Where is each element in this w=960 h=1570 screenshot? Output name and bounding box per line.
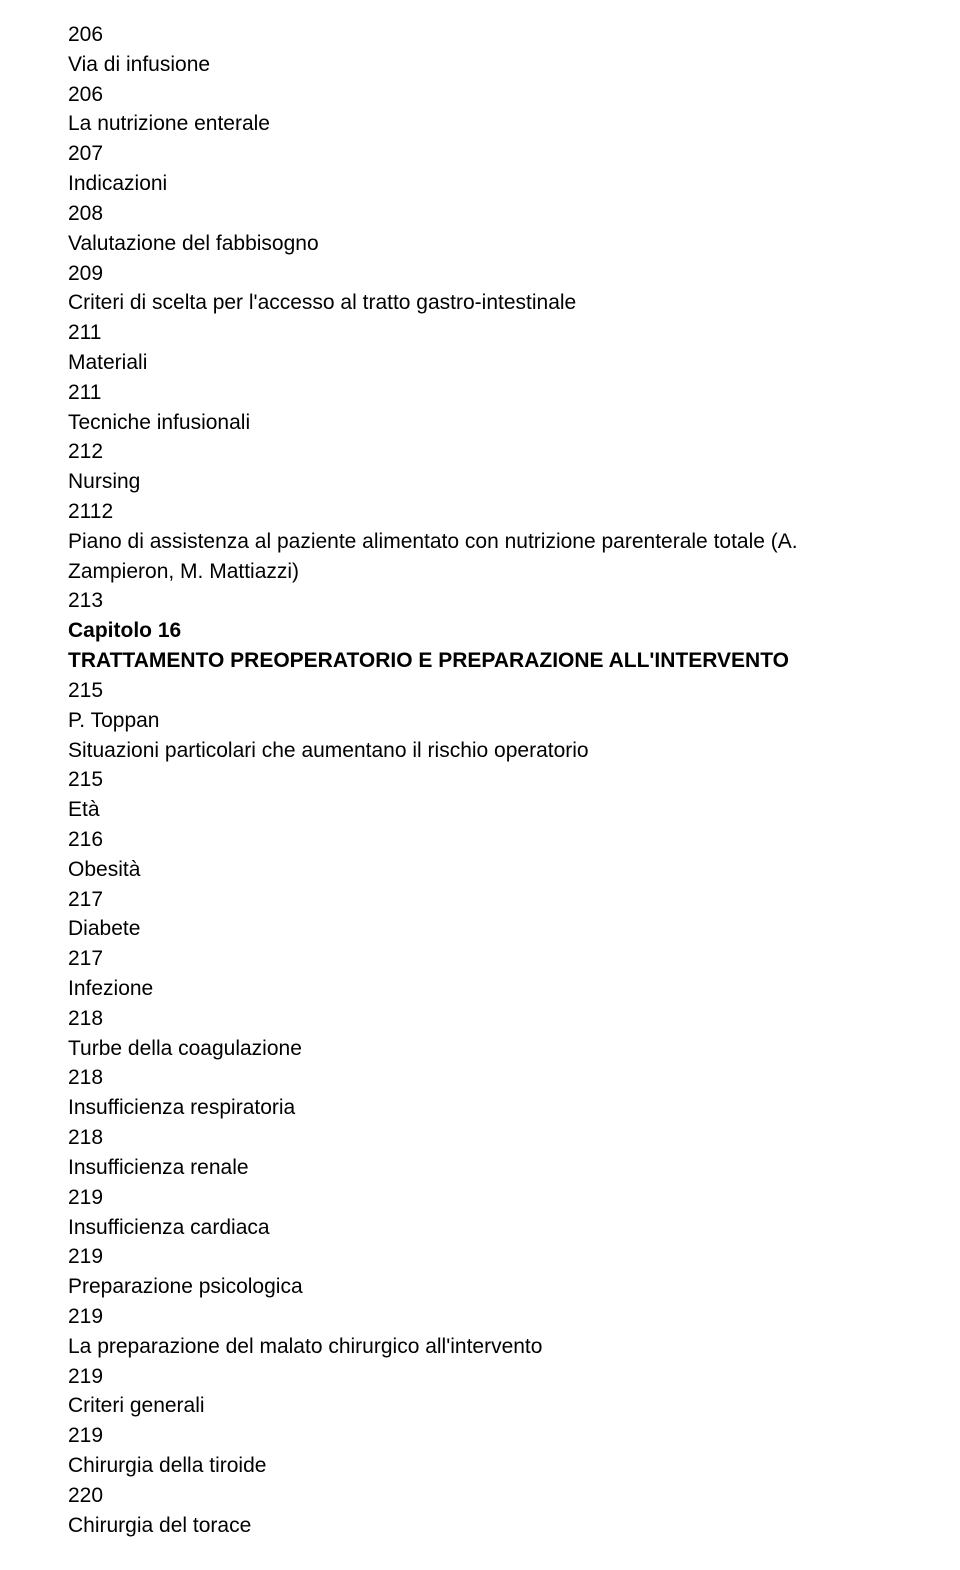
text-line: Indicazioni: [68, 169, 892, 199]
text-line: Valutazione del fabbisogno: [68, 229, 892, 259]
text-line: 216: [68, 825, 892, 855]
text-line: 211: [68, 378, 892, 408]
text-line: Nursing: [68, 467, 892, 497]
text-line: 206: [68, 20, 892, 50]
text-line: Capitolo 16: [68, 616, 892, 646]
text-line: 213: [68, 586, 892, 616]
text-line: Obesità: [68, 855, 892, 885]
document-body: 206Via di infusione206La nutrizione ente…: [68, 20, 892, 1540]
text-line: Chirurgia della tiroide: [68, 1451, 892, 1481]
text-line: 218: [68, 1123, 892, 1153]
text-line: Materiali: [68, 348, 892, 378]
text-line: Insufficienza cardiaca: [68, 1213, 892, 1243]
text-line: Criteri di scelta per l'accesso al tratt…: [68, 288, 892, 318]
text-line: 207: [68, 139, 892, 169]
text-line: Situazioni particolari che aumentano il …: [68, 736, 892, 766]
text-line: 212: [68, 437, 892, 467]
text-line: 211: [68, 318, 892, 348]
text-line: Infezione: [68, 974, 892, 1004]
text-line: 2112: [68, 497, 892, 527]
text-line: Turbe della coagulazione: [68, 1034, 892, 1064]
text-line: Diabete: [68, 914, 892, 944]
text-line: 217: [68, 944, 892, 974]
text-line: La preparazione del malato chirurgico al…: [68, 1332, 892, 1362]
text-line: Insufficienza respiratoria: [68, 1093, 892, 1123]
text-line: 220: [68, 1481, 892, 1511]
text-line: 215: [68, 765, 892, 795]
text-line: La nutrizione enterale: [68, 109, 892, 139]
text-line: 219: [68, 1362, 892, 1392]
text-line: Via di infusione: [68, 50, 892, 80]
text-line: TRATTAMENTO PREOPERATORIO E PREPARAZIONE…: [68, 646, 892, 676]
text-line: Criteri generali: [68, 1391, 892, 1421]
text-line: 219: [68, 1242, 892, 1272]
text-line: P. Toppan: [68, 706, 892, 736]
text-line: 219: [68, 1183, 892, 1213]
text-line: Chirurgia del torace: [68, 1511, 892, 1541]
text-line: 218: [68, 1004, 892, 1034]
text-line: Età: [68, 795, 892, 825]
text-line: Tecniche infusionali: [68, 408, 892, 438]
text-line: 219: [68, 1302, 892, 1332]
text-line: 217: [68, 885, 892, 915]
text-line: Insufficienza renale: [68, 1153, 892, 1183]
text-line: 209: [68, 259, 892, 289]
text-line: 218: [68, 1063, 892, 1093]
text-line: 215: [68, 676, 892, 706]
text-line: 208: [68, 199, 892, 229]
text-line: Preparazione psicologica: [68, 1272, 892, 1302]
text-line: 206: [68, 80, 892, 110]
text-line: 219: [68, 1421, 892, 1451]
text-line: Piano di assistenza al paziente alimenta…: [68, 527, 892, 587]
